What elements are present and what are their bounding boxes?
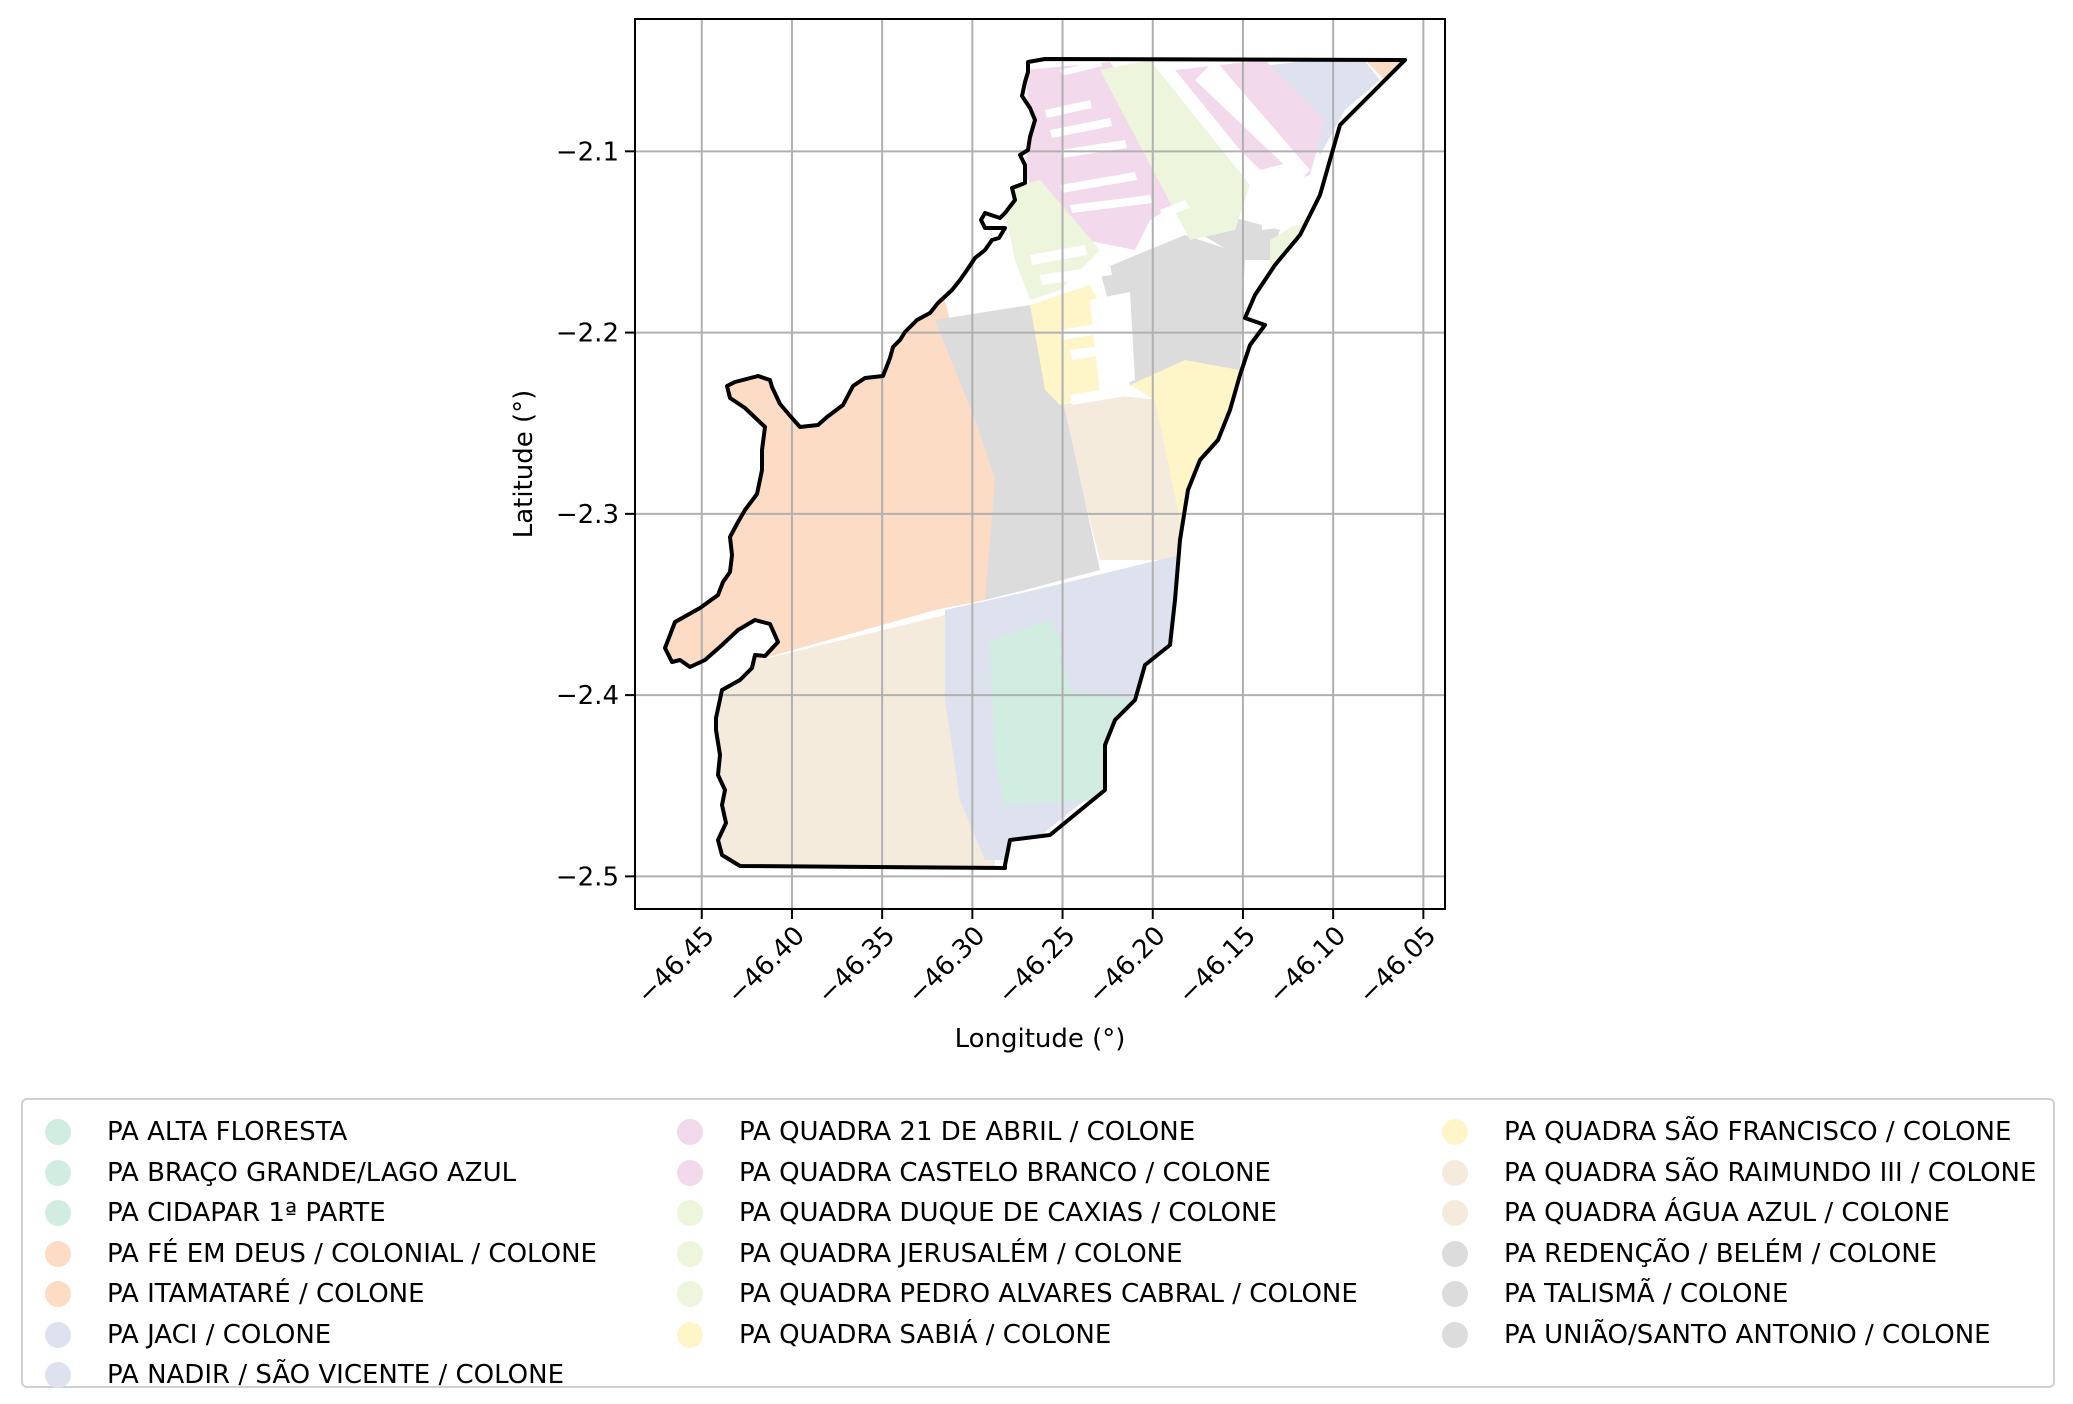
legend-item: PA ITAMATARÉ / COLONE xyxy=(23,1274,597,1315)
legend-label: PA ITAMATARÉ / COLONE xyxy=(107,1279,425,1310)
legend-swatch xyxy=(45,1321,71,1348)
legend-swatch xyxy=(677,1119,703,1146)
legend-label: PA QUADRA ÁGUA AZUL / COLONE xyxy=(1504,1198,1950,1229)
y-tick-label: −2.4 xyxy=(556,681,619,711)
legend-item: PA QUADRA DUQUE DE CAXIAS / COLONE xyxy=(655,1193,1358,1234)
region-talisma xyxy=(1100,235,1245,395)
legend-item: PA JACI / COLONE xyxy=(23,1315,597,1356)
legend-item: PA QUADRA PEDRO ALVARES CABRAL / COLONE xyxy=(655,1274,1358,1315)
legend-swatch xyxy=(677,1321,703,1348)
legend-swatch xyxy=(677,1240,703,1267)
legend-item: PA QUADRA SABIÁ / COLONE xyxy=(655,1315,1358,1356)
legend-label: PA QUADRA PEDRO ALVARES CABRAL / COLONE xyxy=(739,1279,1358,1310)
x-tick-label: −46.20 xyxy=(1082,921,1171,1010)
map-axes-frame xyxy=(634,18,1446,910)
legend-item: PA BRAÇO GRANDE/LAGO AZUL xyxy=(23,1153,597,1194)
legend-column-3: PA QUADRA SÃO FRANCISCO / COLONE PA QUADR… xyxy=(1420,1112,2036,1355)
legend-item: PA QUADRA ÁGUA AZUL / COLONE xyxy=(1420,1193,2036,1234)
legend-swatch xyxy=(45,1159,71,1186)
legend-item: PA NADIR / SÃO VICENTE / COLONE xyxy=(23,1355,597,1396)
region-nadir-northeast xyxy=(1270,59,1380,155)
x-tick-label: −46.15 xyxy=(1173,921,1262,1010)
map-figure: −46.45 −46.40 −46.35 −46.30 −46.25 −46.20 −46.… xyxy=(509,18,1446,1054)
legend-item: PA QUADRA 21 DE ABRIL / COLONE xyxy=(655,1112,1358,1153)
y-tick-label: −2.3 xyxy=(556,500,619,530)
y-tick-label: −2.1 xyxy=(556,137,619,167)
x-tick-label: −46.45 xyxy=(631,921,720,1010)
legend-swatch xyxy=(1442,1281,1468,1308)
legend-swatch xyxy=(45,1281,71,1308)
legend-item: PA QUADRA SÃO RAIMUNDO III / COLONE xyxy=(1420,1153,2036,1194)
legend-item: PA REDENÇÃO / BELÉM / COLONE xyxy=(1420,1234,2036,1275)
legend-swatch xyxy=(45,1119,71,1146)
y-axis-title: Latitude (°) xyxy=(509,390,539,539)
legend-swatch xyxy=(45,1362,71,1389)
legend-label: PA QUADRA SABIÁ / COLONE xyxy=(739,1319,1112,1350)
region-quadra-duque-de-caxias xyxy=(1100,60,1250,240)
lot-gaps xyxy=(1030,60,1310,405)
legend-column-2: PA QUADRA 21 DE ABRIL / COLONE PA QUADRA … xyxy=(655,1112,1358,1355)
legend-label: PA ALTA FLORESTA xyxy=(107,1117,348,1148)
legend-item: PA CIDAPAR 1ª PARTE xyxy=(23,1193,597,1234)
settlement-regions xyxy=(665,59,1405,868)
legend-swatch xyxy=(677,1200,703,1227)
legend-swatch xyxy=(1442,1321,1468,1348)
legend-swatch xyxy=(1442,1119,1468,1146)
legend-label: PA NADIR / SÃO VICENTE / COLONE xyxy=(107,1360,564,1391)
legend-label: PA QUADRA SÃO RAIMUNDO III / COLONE xyxy=(1504,1157,2037,1188)
legend-label: PA UNIÃO/SANTO ANTONIO / COLONE xyxy=(1504,1319,1991,1350)
legend-item: PA TALISMÃ / COLONE xyxy=(1420,1274,2036,1315)
y-tick-label: −2.5 xyxy=(556,862,619,892)
legend-label: PA QUADRA CASTELO BRANCO / COLONE xyxy=(739,1157,1271,1188)
legend-item: PA QUADRA CASTELO BRANCO / COLONE xyxy=(655,1153,1358,1194)
legend-label: PA QUADRA SÃO FRANCISCO / COLONE xyxy=(1504,1117,2012,1148)
legend-label: PA TALISMÃ / COLONE xyxy=(1504,1279,1789,1310)
legend-label: PA QUADRA JERUSALÉM / COLONE xyxy=(739,1238,1183,1269)
legend-label: PA QUADRA DUQUE DE CAXIAS / COLONE xyxy=(739,1198,1277,1229)
legend-swatch xyxy=(45,1240,71,1267)
legend-label: PA JACI / COLONE xyxy=(107,1319,332,1350)
x-tick-label: −46.35 xyxy=(812,921,901,1010)
legend-item: PA FÉ EM DEUS / COLONIAL / COLONE xyxy=(23,1234,597,1275)
y-axis-ticks: −2.1 −2.2 −2.3 −2.4 −2.5 xyxy=(556,137,635,892)
legend-swatch xyxy=(1442,1240,1468,1267)
legend: PA ALTA FLORESTA PA BRAÇO GRANDE/LAGO AZU… xyxy=(21,1098,2055,1390)
legend-item: PA ALTA FLORESTA xyxy=(23,1112,597,1153)
legend-label: PA FÉ EM DEUS / COLONIAL / COLONE xyxy=(107,1238,597,1269)
legend-swatch xyxy=(677,1281,703,1308)
legend-swatch xyxy=(45,1200,71,1227)
region-alta-floresta-cidapar xyxy=(990,620,1130,805)
legend-label: PA REDENÇÃO / BELÉM / COLONE xyxy=(1504,1238,1938,1269)
legend-item: PA QUADRA JERUSALÉM / COLONE xyxy=(655,1234,1358,1275)
x-tick-label: −46.25 xyxy=(992,921,1081,1010)
x-tick-label: −46.05 xyxy=(1353,921,1442,1010)
region-redencao-belem xyxy=(935,305,1100,600)
x-tick-label: −46.10 xyxy=(1263,921,1352,1010)
x-tick-label: −46.40 xyxy=(722,921,811,1010)
legend-swatch xyxy=(677,1159,703,1186)
legend-swatch xyxy=(1442,1200,1468,1227)
legend-label: PA CIDAPAR 1ª PARTE xyxy=(107,1198,386,1229)
y-tick-label: −2.2 xyxy=(556,319,619,349)
x-axis-ticks: −46.45 −46.40 −46.35 −46.30 −46.25 −46.20 −46.… xyxy=(631,909,1442,1010)
municipality-boundary xyxy=(663,57,1407,870)
legend-item: PA UNIÃO/SANTO ANTONIO / COLONE xyxy=(1420,1315,2036,1356)
legend-label: PA BRAÇO GRANDE/LAGO AZUL xyxy=(107,1157,517,1188)
legend-label: PA QUADRA 21 DE ABRIL / COLONE xyxy=(739,1117,1196,1148)
x-axis-title: Longitude (°) xyxy=(955,1024,1126,1054)
legend-swatch xyxy=(1442,1159,1468,1186)
legend-column-1: PA ALTA FLORESTA PA BRAÇO GRANDE/LAGO AZU… xyxy=(23,1112,597,1396)
grid-lines xyxy=(635,19,1445,909)
x-tick-label: −46.30 xyxy=(902,921,991,1010)
legend-item: PA QUADRA SÃO FRANCISCO / COLONE xyxy=(1420,1112,2036,1153)
